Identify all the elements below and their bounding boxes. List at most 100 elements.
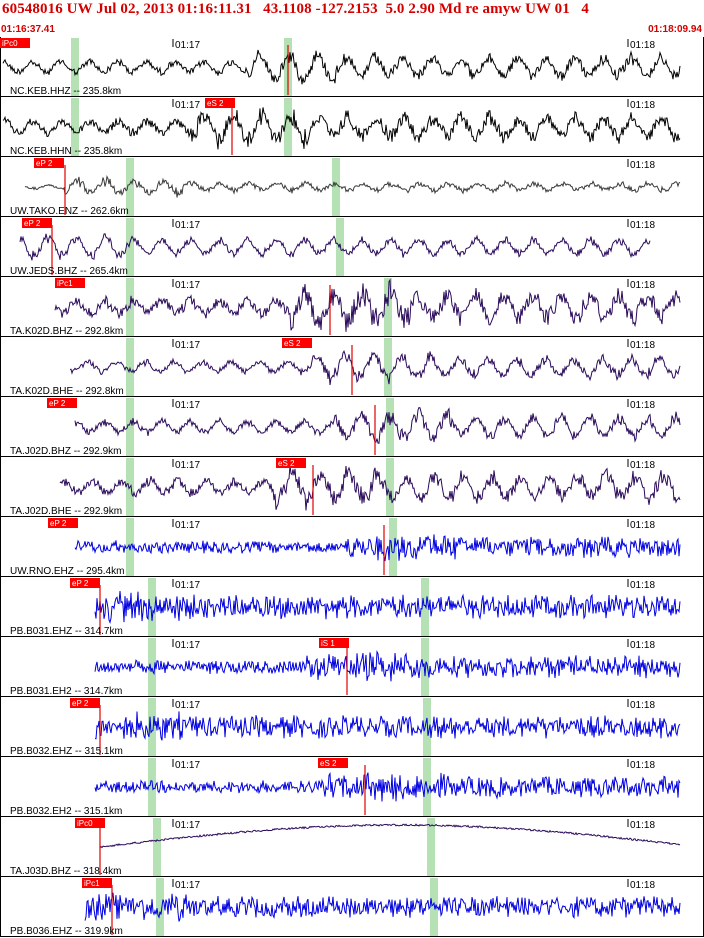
theoretical-arrival-band bbox=[423, 698, 431, 756]
waveform-trace bbox=[94, 711, 681, 741]
phase-pick-label: eS 2 bbox=[320, 759, 337, 768]
seismogram-panel: iPc0 01:17 01:18 NC.KEB.HHZ -- 235.8km eS 2 0… bbox=[0, 37, 704, 937]
phase-pick-label: eS 2 bbox=[284, 339, 301, 348]
waveform-trace bbox=[19, 233, 651, 261]
theoretical-arrival-band bbox=[389, 518, 397, 576]
phase-pick-label: iPc0 bbox=[77, 819, 93, 828]
theoretical-arrival-band bbox=[427, 818, 435, 876]
theoretical-arrival-band bbox=[126, 218, 134, 276]
minute-mark-label: 01:18 bbox=[630, 400, 655, 411]
station-label: TA.K02D.BHE -- 292.8km bbox=[10, 386, 124, 397]
phase-pick-label-bg bbox=[82, 878, 112, 888]
minute-mark-label: 01:18 bbox=[630, 580, 655, 591]
phase-pick-label: eP 2 bbox=[72, 579, 89, 588]
station-label: TA.J03D.BHZ -- 318.4km bbox=[10, 866, 122, 877]
waveform-trace bbox=[84, 892, 681, 922]
waveform-trace bbox=[94, 650, 681, 682]
phase-pick-label: eS 2 bbox=[278, 459, 295, 468]
phase-pick-label-bg bbox=[55, 278, 85, 288]
station-label: UW.TAKO.ENZ -- 262.6km bbox=[10, 206, 129, 217]
minute-mark-label: 01:18 bbox=[630, 340, 655, 351]
phase-pick-label: iPc1 bbox=[57, 279, 73, 288]
minute-mark-label: 01:18 bbox=[630, 220, 655, 231]
waveform-trace bbox=[24, 175, 681, 198]
minute-mark-label: 01:18 bbox=[630, 700, 655, 711]
station-label: UW.JEDS.BHZ -- 265.4km bbox=[10, 266, 128, 277]
waveform-trace bbox=[74, 406, 681, 444]
waveform-trace bbox=[99, 823, 681, 849]
minute-mark-label: 01:17 bbox=[175, 520, 200, 531]
phase-pick-label: eP 2 bbox=[24, 219, 41, 228]
minute-mark-label: 01:18 bbox=[630, 460, 655, 471]
minute-mark-label: 01:17 bbox=[175, 580, 200, 591]
phase-pick-label: eP 2 bbox=[49, 399, 66, 408]
station-label: NC.KEB.HHZ -- 235.8km bbox=[10, 86, 121, 97]
minute-mark-label: 01:17 bbox=[175, 700, 200, 711]
phase-pick-label: eS 2 bbox=[207, 99, 224, 108]
phase-pick-label-bg bbox=[75, 818, 105, 828]
station-label: PB.B032.EH2 -- 315.1km bbox=[10, 806, 122, 817]
event-title: 60548016 UW Jul 02, 2013 01:16:11.31 43.… bbox=[2, 1, 590, 17]
phase-pick-label-bg bbox=[276, 458, 306, 468]
theoretical-arrival-band bbox=[71, 98, 79, 156]
waveform-trace bbox=[69, 349, 681, 386]
theoretical-arrival-band bbox=[153, 818, 161, 876]
theoretical-arrival-band bbox=[126, 518, 134, 576]
theoretical-arrival-band bbox=[71, 38, 79, 96]
waveform-trace bbox=[74, 534, 681, 562]
minute-mark-label: 01:17 bbox=[175, 340, 200, 351]
phase-pick-label-bg bbox=[34, 158, 64, 168]
phase-pick-label-bg bbox=[282, 338, 312, 348]
theoretical-arrival-band bbox=[384, 338, 392, 396]
theoretical-arrival-band bbox=[156, 878, 164, 936]
minute-mark-label: 01:17 bbox=[175, 400, 200, 411]
phase-pick-label: eP 2 bbox=[72, 699, 89, 708]
station-label: PB.B036.EHZ -- 319.9km bbox=[10, 926, 123, 937]
waveform-trace bbox=[54, 278, 681, 332]
theoretical-arrival-band bbox=[421, 578, 429, 636]
station-label: TA.J02D.BHE -- 292.9km bbox=[10, 506, 122, 517]
theoretical-arrival-band bbox=[148, 698, 156, 756]
minute-mark-label: 01:17 bbox=[175, 280, 200, 291]
minute-mark-label: 01:17 bbox=[175, 760, 200, 771]
minute-mark-label: 01:18 bbox=[630, 520, 655, 531]
window-start-time: 01:16:37.41 bbox=[1, 24, 55, 35]
minute-mark-label: 01:17 bbox=[175, 640, 200, 651]
station-label: PB.B031.EH2 -- 314.7km bbox=[10, 686, 122, 697]
phase-pick-label-bg bbox=[318, 758, 348, 768]
phase-pick-label-bg bbox=[70, 698, 100, 708]
minute-mark-label: 01:18 bbox=[630, 760, 655, 771]
phase-pick-label-bg bbox=[0, 38, 30, 48]
minute-mark-label: 01:18 bbox=[630, 280, 655, 291]
minute-mark-label: 01:18 bbox=[630, 880, 655, 891]
theoretical-arrival-band bbox=[386, 458, 394, 516]
minute-mark-label: 01:17 bbox=[175, 460, 200, 471]
theoretical-arrival-band bbox=[126, 398, 134, 456]
theoretical-arrival-band bbox=[384, 278, 392, 336]
event-header: 60548016 UW Jul 02, 2013 01:16:11.31 43.… bbox=[0, 0, 704, 38]
waveform-trace bbox=[2, 107, 681, 150]
phase-pick-label-bg bbox=[70, 578, 100, 588]
minute-mark-label: 01:18 bbox=[630, 160, 655, 171]
phase-pick-label: iPc1 bbox=[84, 879, 100, 888]
phase-pick-label: iS 1 bbox=[321, 639, 335, 648]
phase-pick-label-bg bbox=[48, 518, 78, 528]
theoretical-arrival-band bbox=[332, 158, 340, 216]
minute-mark-label: 01:17 bbox=[175, 100, 200, 111]
theoretical-arrival-band bbox=[148, 578, 156, 636]
waveform-trace bbox=[94, 590, 681, 624]
minute-mark-label: 01:17 bbox=[175, 220, 200, 231]
minute-mark-label: 01:18 bbox=[630, 820, 655, 831]
minute-mark-label: 01:17 bbox=[175, 820, 200, 831]
window-end-time: 01:18:09.94 bbox=[648, 24, 702, 35]
theoretical-arrival-band bbox=[421, 638, 429, 696]
station-label: PB.B031.EHZ -- 314.7km bbox=[10, 626, 123, 637]
theoretical-arrival-band bbox=[148, 638, 156, 696]
waveform-trace bbox=[59, 465, 681, 511]
phase-pick-label-bg bbox=[319, 638, 349, 648]
theoretical-arrival-band bbox=[430, 878, 438, 936]
phase-pick-label: iPc0 bbox=[2, 39, 18, 48]
phase-pick-label: eP 2 bbox=[50, 519, 67, 528]
phase-pick-label-bg bbox=[47, 398, 77, 408]
station-label: TA.J02D.BHZ -- 292.9km bbox=[10, 446, 122, 457]
